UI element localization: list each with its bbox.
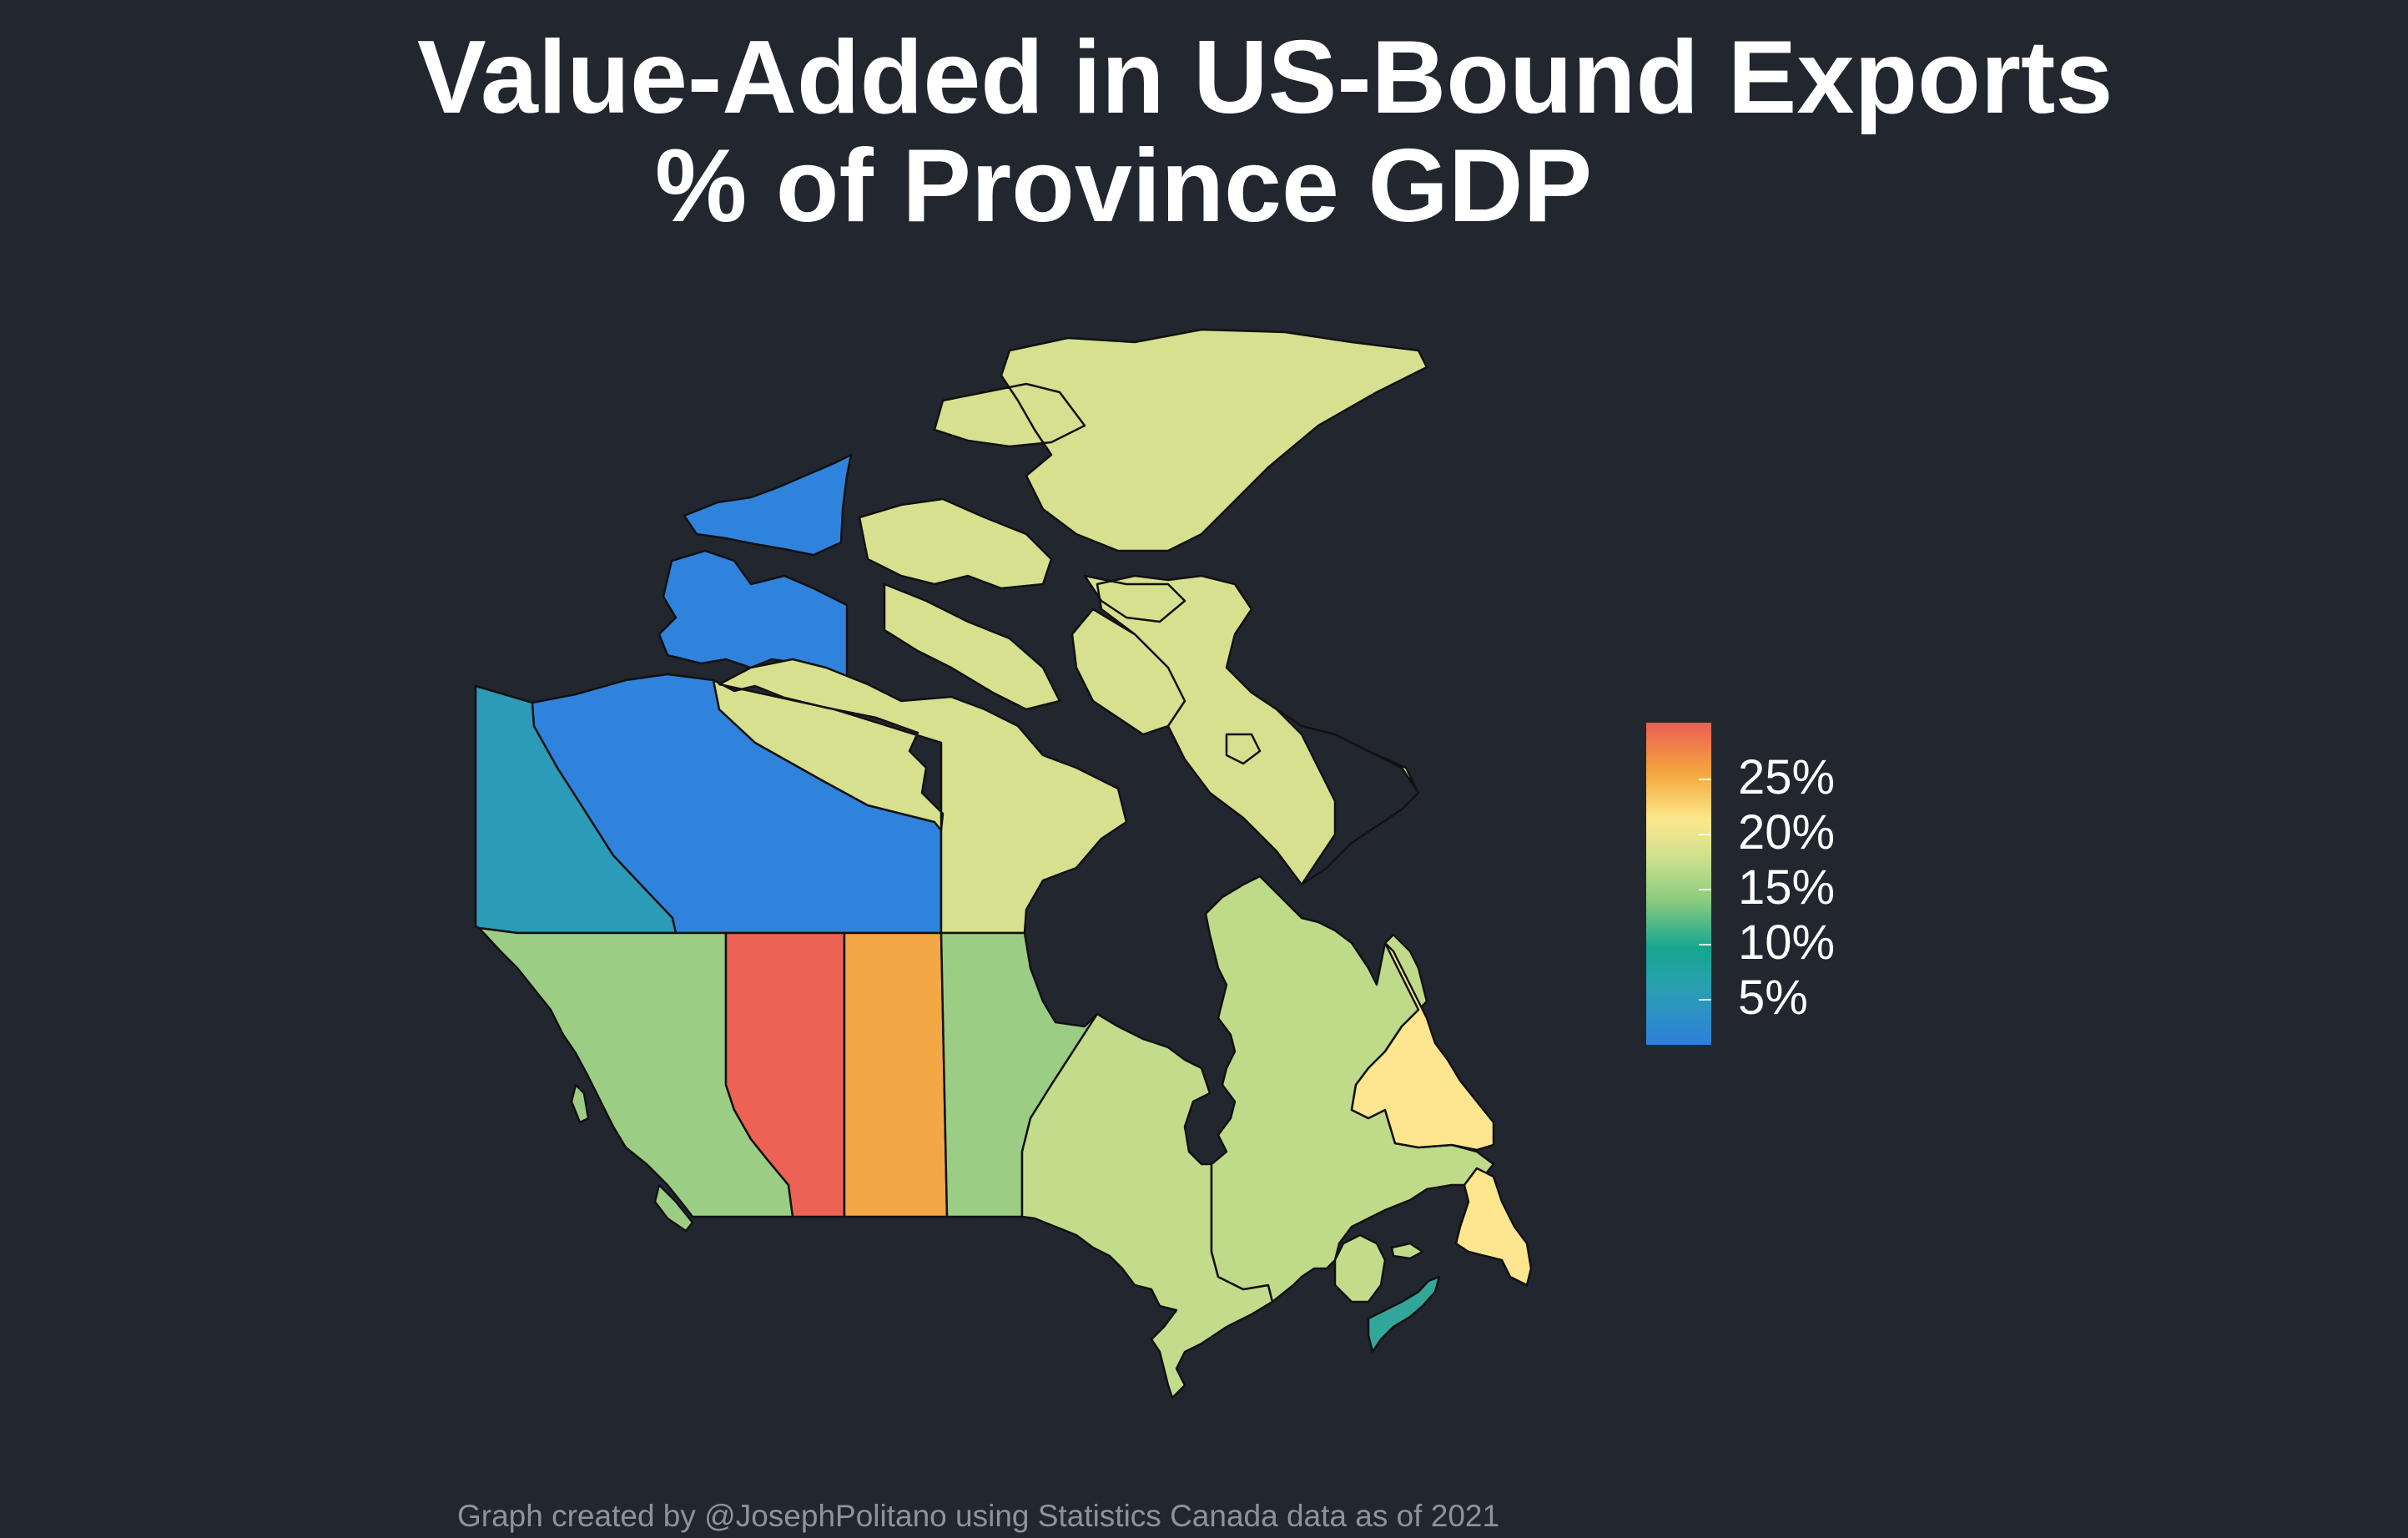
legend-tick <box>1699 834 1711 835</box>
legend-label-20: 20% <box>1738 805 1836 860</box>
legend-tick <box>1699 944 1711 945</box>
map-title: Value-Added in US-Bound Exports % of Pro… <box>417 23 2169 240</box>
title-line-1: Value-Added in US-Bound Exports <box>417 20 2113 135</box>
region-british-columbia-islands <box>570 1083 694 1233</box>
legend-label-15: 15% <box>1738 860 1836 915</box>
region-northwest-territories-islands <box>657 453 853 678</box>
region-prince-edward-island <box>1390 1242 1424 1260</box>
region-nunavut <box>712 328 1428 935</box>
legend-tick <box>1699 889 1711 890</box>
color-legend: 25% 20% 15% 10% 5% <box>1646 723 1897 1048</box>
legend-label-5: 5% <box>1738 971 1808 1025</box>
region-saskatchewan <box>843 931 949 1218</box>
source-caption: Graph created by @JosephPolitano using S… <box>457 1499 1500 1533</box>
region-newfoundland-and-labrador <box>1350 941 1533 1287</box>
region-quebec <box>1204 875 1495 1304</box>
region-ontario <box>1020 1012 1274 1399</box>
legend-tick <box>1699 999 1711 1001</box>
legend-label-25: 25% <box>1738 750 1836 804</box>
legend-label-10: 10% <box>1738 915 1836 970</box>
legend-tick <box>1699 779 1711 780</box>
title-line-2: % of Province GDP <box>655 129 1593 244</box>
region-nova-scotia <box>1367 1275 1441 1354</box>
legend-color-bar <box>1646 723 1711 1045</box>
region-new-brunswick <box>1333 1233 1387 1304</box>
